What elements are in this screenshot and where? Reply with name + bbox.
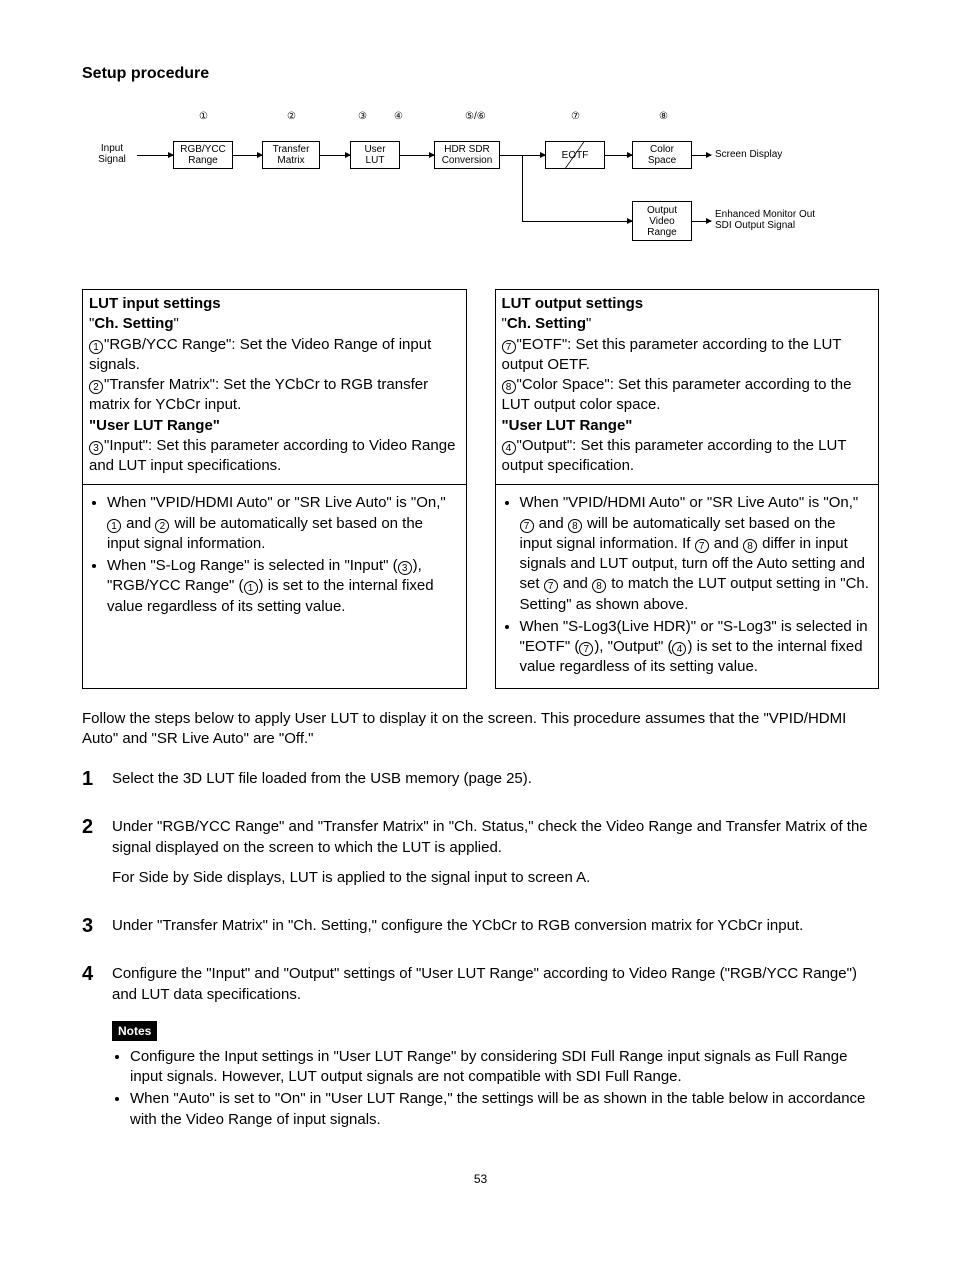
right-ch: Ch. Setting (507, 315, 586, 332)
diagram-out-screen: Screen Display (715, 149, 782, 160)
diagram-num-4: ④ (394, 111, 403, 122)
left-line-3: "Input": Set this parameter according to… (89, 437, 455, 474)
right-line-3: "Output": Set this parameter according t… (502, 437, 847, 474)
step-1: 1 Select the 3D LUT file loaded from the… (82, 769, 879, 799)
notes-label: Notes (112, 1021, 157, 1041)
diagram-box-outputvideo: OutputVideoRange (632, 201, 692, 241)
diagram-num-3: ③ (358, 111, 367, 122)
left-heading-2: "User LUT Range" (89, 417, 220, 434)
note-1: Configure the Input settings in "User LU… (130, 1047, 879, 1088)
right-heading-2: "User LUT Range" (502, 417, 633, 434)
left-bullet-1: When "VPID/HDMI Auto" or "SR Live Auto" … (107, 493, 460, 554)
diagram-num-56: ⑤/⑥ (465, 111, 486, 122)
left-line-2: "Transfer Matrix": Set the YCbCr to RGB … (89, 376, 428, 413)
page-number: 53 (82, 1172, 879, 1186)
lut-output-settings-box: LUT output settings "Ch. Setting" 7"EOTF… (495, 289, 880, 689)
left-heading: LUT input settings (89, 295, 221, 312)
section-heading: Setup procedure (82, 65, 879, 83)
diagram-input-label: InputSignal (88, 143, 136, 165)
settings-columns: LUT input settings "Ch. Setting" 1"RGB/Y… (82, 289, 879, 689)
diagram-box-userlut: UserLUT (350, 141, 400, 169)
diagram-num-8: ⑧ (659, 111, 668, 122)
diagram-box-hdrsdr: HDR SDRConversion (434, 141, 500, 169)
procedure-steps: 1 Select the 3D LUT file loaded from the… (82, 769, 879, 1132)
diagram-box-rgbycc: RGB/YCCRange (173, 141, 233, 169)
diagram-num-7: ⑦ (571, 111, 580, 122)
diagram-num-2: ② (287, 111, 296, 122)
signal-flow-diagram: ① ② ③ ④ ⑤/⑥ ⑦ ⑧ InputSignal RGB/YCCRange… (82, 111, 882, 271)
right-line-2: "Color Space": Set this parameter accord… (502, 376, 852, 413)
left-ch: Ch. Setting (94, 315, 173, 332)
document-page: Setup procedure ① ② ③ ④ ⑤/⑥ ⑦ ⑧ InputSig… (0, 0, 954, 1226)
step-4: 4 Configure the "Input" and "Output" set… (82, 964, 879, 1132)
step-2: 2 Under "RGB/YCC Range" and "Transfer Ma… (82, 817, 879, 898)
left-line-1: "RGB/YCC Range": Set the Video Range of … (89, 336, 431, 373)
right-bullet-2: When "S-Log3(Live HDR)" or "S-Log3" is s… (520, 617, 873, 678)
lut-input-settings-box: LUT input settings "Ch. Setting" 1"RGB/Y… (82, 289, 467, 689)
diagram-box-colorspace: ColorSpace (632, 141, 692, 169)
diagram-box-transfer: TransferMatrix (262, 141, 320, 169)
right-line-1: "EOTF": Set this parameter according to … (502, 336, 842, 373)
left-bullet-2: When "S-Log Range" is selected in "Input… (107, 556, 460, 617)
right-heading: LUT output settings (502, 295, 644, 312)
diagram-num-1: ① (199, 111, 208, 122)
diagram-out-monitor: Enhanced Monitor OutSDI Output Signal (715, 209, 815, 231)
step-3: 3 Under "Transfer Matrix" in "Ch. Settin… (82, 916, 879, 946)
note-2: When "Auto" is set to "On" in "User LUT … (130, 1089, 879, 1130)
right-bullet-1: When "VPID/HDMI Auto" or "SR Live Auto" … (520, 493, 873, 615)
follow-paragraph: Follow the steps below to apply User LUT… (82, 709, 879, 750)
